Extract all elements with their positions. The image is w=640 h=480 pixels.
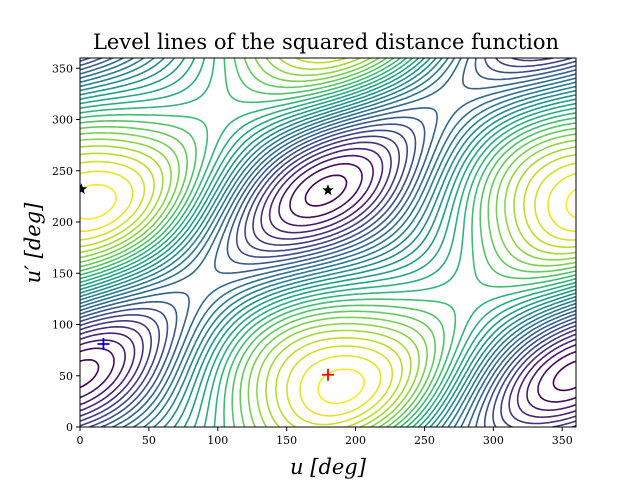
x-tick-label: 300 xyxy=(483,434,504,447)
contour-level-line xyxy=(80,174,576,392)
plus-marker xyxy=(97,337,110,350)
plot-frame xyxy=(79,57,577,428)
y-axis-ticks: 0 50 100 150 200 250 300 350 xyxy=(52,62,80,434)
contour-level-line xyxy=(80,58,576,427)
contour-level-line xyxy=(80,58,576,427)
contour-level-line xyxy=(80,58,576,427)
x-axis-label: u [deg] xyxy=(290,455,367,479)
y-tick-label: 100 xyxy=(52,319,73,332)
y-tick-label: 250 xyxy=(52,165,73,178)
y-tick-label: 0 xyxy=(66,421,73,434)
x-tick-label: 150 xyxy=(276,434,297,447)
contour-level-line xyxy=(80,58,576,427)
x-tick-label: 50 xyxy=(142,434,156,447)
y-tick-label: 300 xyxy=(52,114,73,127)
contour-level-line xyxy=(80,58,576,427)
contour-level-line xyxy=(80,170,576,417)
y-tick-label: 150 xyxy=(52,267,73,280)
markers xyxy=(80,183,334,381)
x-axis-ticks: 0 50 100 150 200 250 300 350 xyxy=(77,427,573,447)
x-tick-label: 250 xyxy=(414,434,435,447)
y-tick-label: 350 xyxy=(52,62,73,75)
contour-level-line xyxy=(80,160,576,426)
contour-level-line xyxy=(80,147,576,418)
y-axis-label: u′ [deg] xyxy=(21,202,45,283)
x-tick-label: 0 xyxy=(77,434,84,447)
contour-level-line xyxy=(80,58,576,427)
contour-level-line xyxy=(80,58,576,427)
contour-level-line xyxy=(80,58,576,427)
contour-level-line xyxy=(80,163,576,403)
contour-level-line xyxy=(80,58,576,427)
contour-level-line xyxy=(80,183,576,405)
contour-level-line xyxy=(80,58,576,427)
x-tick-label: 100 xyxy=(207,434,228,447)
y-tick-label: 50 xyxy=(59,370,73,383)
contour-level-line xyxy=(80,58,576,427)
contour-level-line xyxy=(80,58,576,427)
chart-title: Level lines of the squared distance func… xyxy=(93,30,559,54)
contour-level-line xyxy=(80,58,576,427)
x-tick-label: 200 xyxy=(345,434,366,447)
contour-level-line xyxy=(80,58,576,427)
contour-lines xyxy=(80,58,576,427)
contour-level-line xyxy=(80,154,576,411)
star-marker xyxy=(322,184,334,196)
contour-level-line xyxy=(80,141,576,425)
contour-level-line xyxy=(80,58,576,427)
x-tick-label: 350 xyxy=(552,434,573,447)
y-tick-label: 200 xyxy=(52,216,73,229)
contour-level-line xyxy=(80,58,576,427)
plus-marker xyxy=(322,368,334,381)
star-marker xyxy=(80,183,88,195)
